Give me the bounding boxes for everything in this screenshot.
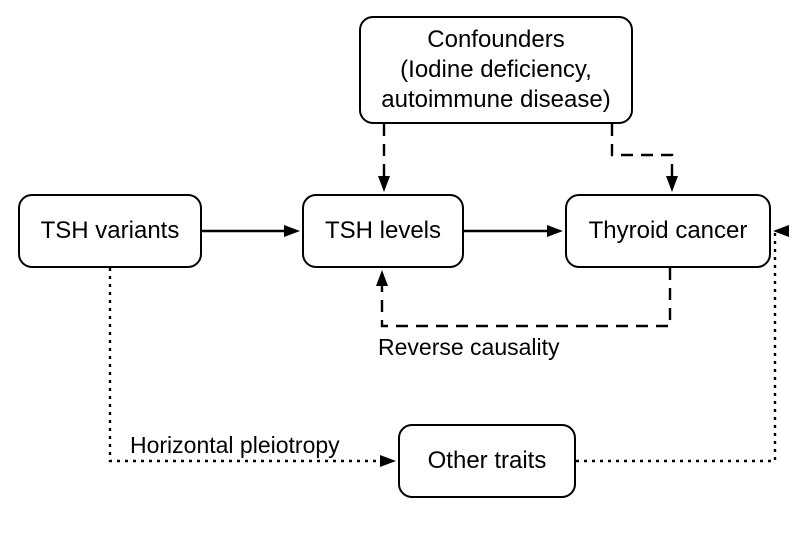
edge-label-reverse-causality: Reverse causality xyxy=(378,334,560,361)
node-other-traits: Other traits xyxy=(398,424,576,498)
node-tsh-variants-label: TSH variants xyxy=(41,216,180,246)
diagram-canvas: Confounders(Iodine deficiency,autoimmune… xyxy=(0,0,793,534)
node-other-traits-label: Other traits xyxy=(428,446,547,476)
node-thyroid-cancer: Thyroid cancer xyxy=(565,194,771,268)
node-tsh-levels-label: TSH levels xyxy=(325,216,441,246)
node-tsh-variants: TSH variants xyxy=(18,194,202,268)
node-confounders-label: Confounders(Iodine deficiency,autoimmune… xyxy=(381,25,610,115)
node-thyroid-cancer-label: Thyroid cancer xyxy=(589,216,748,246)
node-tsh-levels: TSH levels xyxy=(302,194,464,268)
edge-label-horizontal-pleiotropy: Horizontal pleiotropy xyxy=(130,432,340,459)
edge-label-reverse-causality-text: Reverse causality xyxy=(378,334,560,360)
node-confounders: Confounders(Iodine deficiency,autoimmune… xyxy=(359,16,633,124)
edge-label-horizontal-pleiotropy-text: Horizontal pleiotropy xyxy=(130,432,340,458)
